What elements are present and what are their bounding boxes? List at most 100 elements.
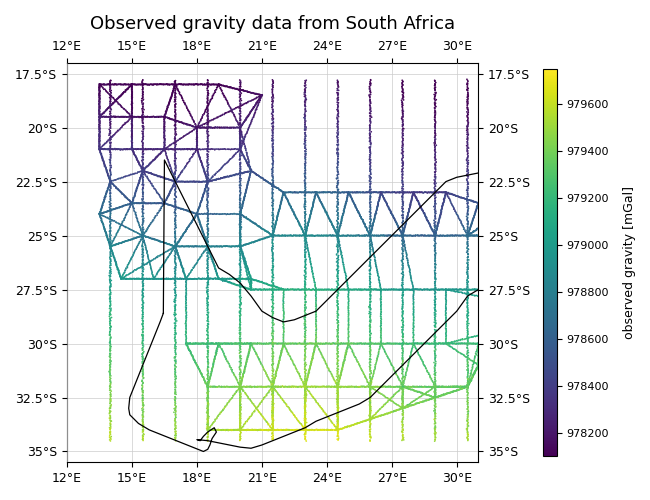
Point	[235, 408, 245, 416]
Point	[111, 204, 121, 212]
Point	[302, 226, 312, 234]
Point	[229, 274, 239, 282]
Point	[192, 362, 202, 370]
Point	[237, 386, 248, 394]
Point	[97, 152, 107, 160]
Point	[333, 300, 343, 308]
Point	[406, 232, 417, 239]
Point	[463, 89, 473, 97]
Point	[116, 145, 126, 153]
Point	[430, 393, 440, 401]
Point	[235, 382, 245, 390]
Point	[491, 208, 502, 216]
Point	[150, 145, 161, 153]
Point	[235, 412, 246, 420]
Point	[483, 290, 493, 298]
Point	[463, 250, 473, 258]
Point	[240, 156, 251, 164]
Point	[131, 234, 141, 242]
Point	[107, 145, 118, 153]
Point	[398, 95, 408, 103]
Point	[396, 281, 407, 289]
Point	[138, 320, 148, 328]
Point	[146, 169, 156, 177]
Point	[244, 426, 255, 434]
Point	[336, 217, 346, 225]
Point	[276, 394, 286, 402]
Point	[269, 232, 280, 239]
Point	[324, 414, 334, 422]
Point	[463, 230, 473, 238]
Point	[235, 430, 246, 438]
Point	[332, 98, 343, 106]
Point	[206, 340, 216, 347]
Point	[112, 96, 122, 104]
Point	[476, 286, 486, 294]
Point	[317, 286, 328, 294]
Point	[169, 138, 179, 146]
Point	[226, 394, 237, 402]
Point	[235, 143, 245, 151]
Point	[332, 365, 343, 373]
Point	[315, 382, 325, 390]
Point	[138, 380, 148, 388]
Point	[98, 200, 108, 208]
Point	[170, 334, 180, 342]
Point	[113, 94, 124, 102]
Point	[367, 232, 377, 239]
Point	[268, 426, 278, 434]
Point	[200, 186, 210, 194]
Point	[370, 211, 380, 219]
Point	[328, 339, 339, 347]
Point	[300, 232, 311, 239]
Point	[482, 204, 492, 212]
Point	[138, 306, 148, 314]
Point	[365, 407, 375, 415]
Point	[462, 383, 473, 391]
Point	[203, 180, 213, 188]
Point	[237, 282, 248, 290]
Point	[186, 340, 196, 347]
Point	[137, 224, 148, 232]
Point	[373, 199, 384, 207]
Point	[473, 199, 484, 207]
Point	[170, 406, 180, 414]
Point	[430, 249, 441, 257]
Point	[240, 134, 250, 141]
Point	[399, 188, 410, 196]
Point	[267, 237, 278, 245]
Point	[185, 122, 195, 130]
Point	[268, 426, 279, 434]
Point	[302, 377, 312, 385]
Point	[105, 152, 116, 160]
Point	[198, 372, 208, 380]
Point	[301, 437, 311, 445]
Point	[160, 145, 170, 153]
Point	[413, 340, 423, 347]
Point	[490, 274, 501, 282]
Point	[369, 252, 380, 260]
Point	[401, 252, 411, 260]
Point	[400, 384, 410, 392]
Point	[314, 196, 324, 204]
Point	[128, 144, 138, 152]
Point	[377, 342, 387, 350]
Point	[332, 80, 343, 88]
Point	[138, 190, 148, 198]
Point	[235, 144, 246, 152]
Point	[102, 166, 112, 174]
Point	[365, 140, 376, 148]
Point	[352, 286, 362, 294]
Point	[449, 191, 460, 199]
Point	[280, 342, 290, 350]
Point	[139, 430, 150, 438]
Point	[430, 398, 440, 406]
Point	[299, 381, 309, 389]
Point	[302, 386, 313, 394]
Point	[276, 348, 287, 356]
Point	[312, 191, 322, 199]
Point	[170, 148, 180, 156]
Point	[332, 409, 343, 417]
Point	[333, 409, 343, 417]
Point	[454, 340, 464, 347]
